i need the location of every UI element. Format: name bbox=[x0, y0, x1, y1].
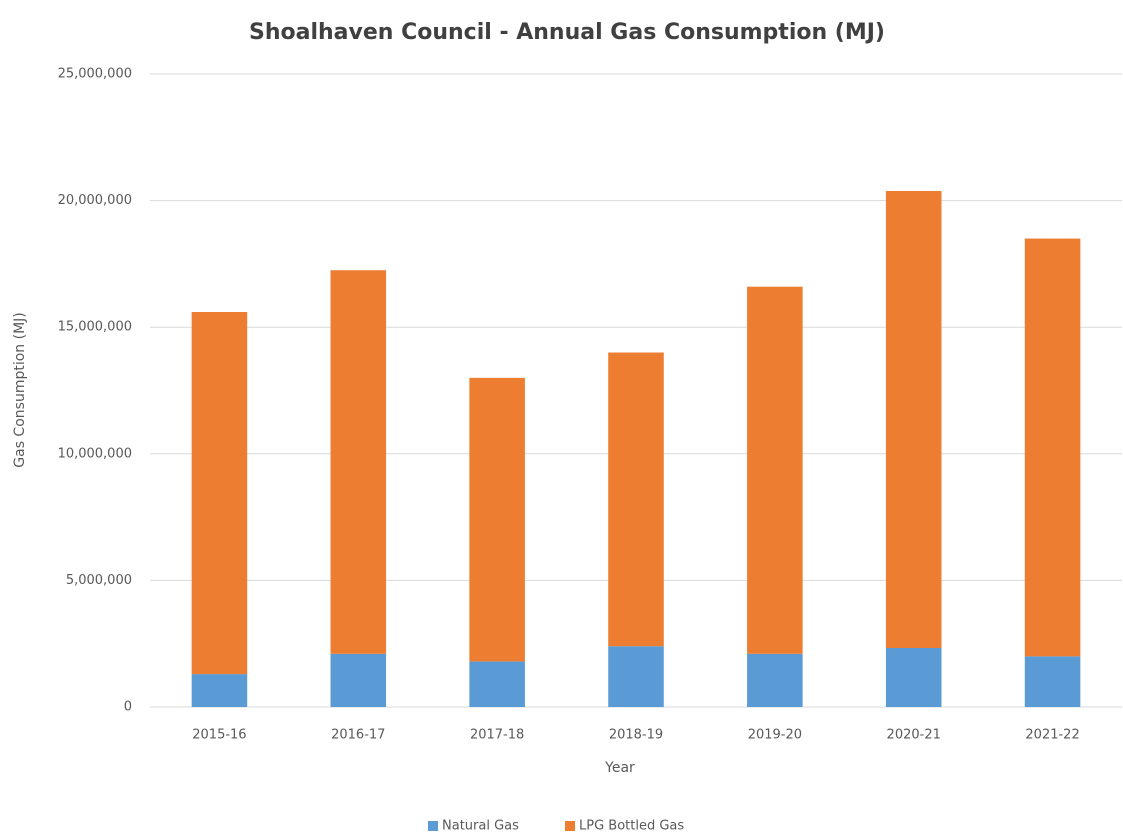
legend-swatch bbox=[428, 821, 438, 831]
x-tick-label: 2021-22 bbox=[1025, 728, 1079, 743]
bar-segment bbox=[608, 646, 664, 707]
legend-label: LPG Bottled Gas bbox=[579, 819, 684, 834]
bar-segment bbox=[191, 674, 248, 707]
y-tick-label: 5,000,000 bbox=[66, 573, 132, 588]
legend-swatch bbox=[565, 821, 575, 831]
bar-segment bbox=[747, 286, 803, 654]
y-tick-label: 0 bbox=[124, 700, 132, 715]
x-tick-label: 2020-21 bbox=[887, 728, 941, 743]
legend-label: Natural Gas bbox=[442, 819, 519, 834]
x-tick-label: 2016-17 bbox=[331, 728, 385, 743]
y-tick-label: 15,000,000 bbox=[58, 320, 132, 335]
x-axis-title: Year bbox=[604, 760, 635, 776]
y-tick-label: 25,000,000 bbox=[58, 67, 132, 82]
bar-segment bbox=[330, 653, 387, 707]
bar-segment bbox=[885, 190, 942, 649]
bar-segment bbox=[469, 377, 525, 662]
bar-segment bbox=[885, 648, 942, 707]
x-tick-label: 2015-16 bbox=[192, 728, 246, 743]
y-axis-title: Gas Consumption (MJ) bbox=[12, 312, 28, 467]
x-tick-label: 2017-18 bbox=[470, 728, 524, 743]
bar-segment bbox=[747, 653, 803, 707]
bar-segment bbox=[469, 661, 525, 707]
bar-segment bbox=[1024, 238, 1081, 657]
bar-segment bbox=[608, 352, 664, 647]
bar-segment bbox=[191, 312, 248, 675]
x-tick-label: 2018-19 bbox=[609, 728, 663, 743]
y-tick-label: 10,000,000 bbox=[58, 446, 132, 461]
y-tick-label: 20,000,000 bbox=[58, 193, 132, 208]
chart-title: Shoalhaven Council - Annual Gas Consumpt… bbox=[249, 20, 885, 45]
x-tick-label: 2019-20 bbox=[748, 728, 802, 743]
bar-segment bbox=[330, 270, 387, 654]
bar-segment bbox=[1024, 656, 1081, 707]
